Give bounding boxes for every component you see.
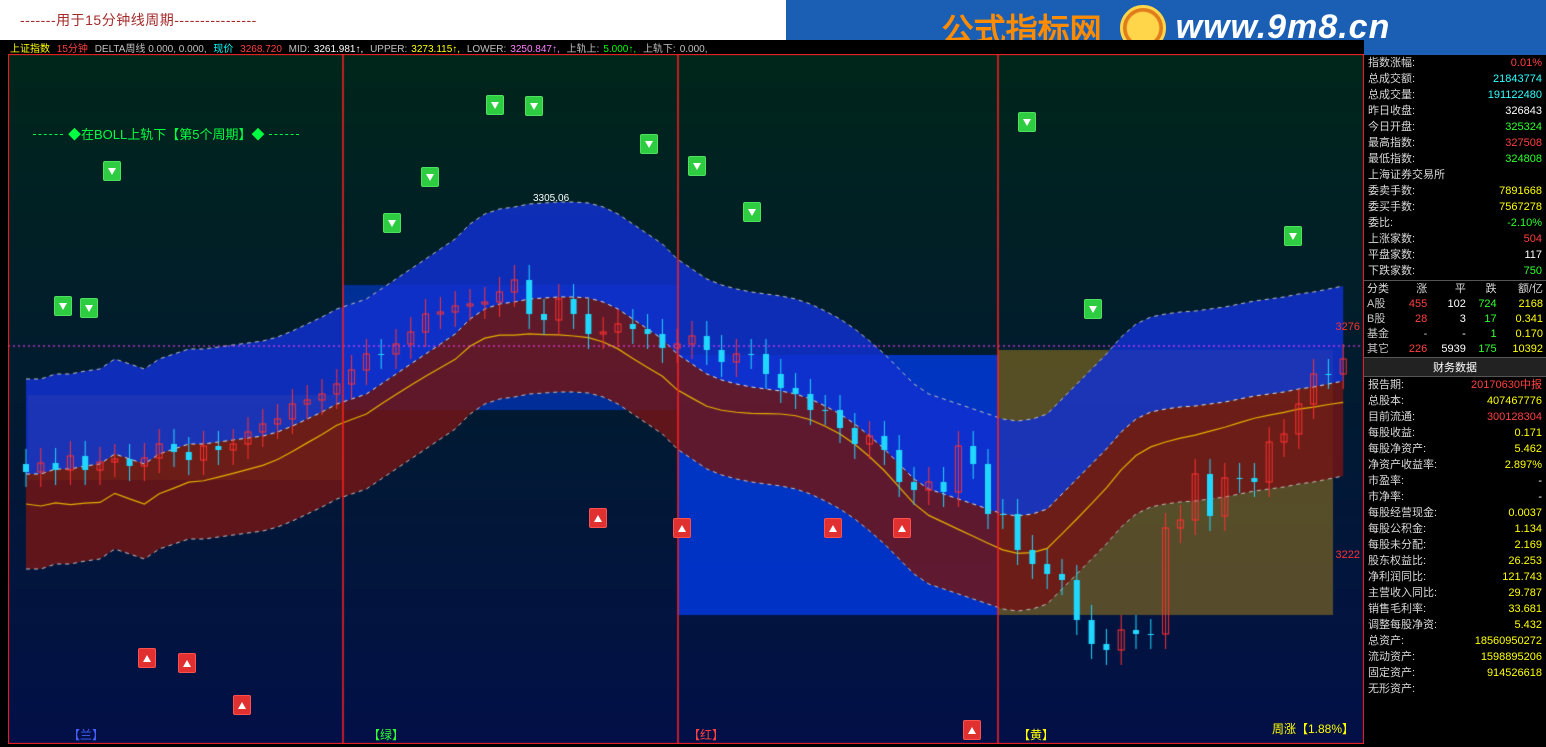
side-panel: 指数涨幅:0.01%总成交额:21843774总成交量:191122480昨日收… [1364, 55, 1546, 747]
stat-row: 无形资产: [1364, 681, 1546, 697]
marker-up-icon [673, 518, 691, 538]
y-axis-tick: 3276 [1336, 321, 1360, 333]
marker-down-icon [1084, 299, 1102, 319]
stat-row: 上涨家数:504 [1364, 231, 1546, 247]
stat-row: 指数涨幅:0.01% [1364, 55, 1546, 71]
stat-row: 每股未分配:2.169 [1364, 537, 1546, 553]
boll-status-label: ◆在BOLL上轨下【第5个周期】◆ [68, 124, 264, 143]
stat-row: 最高指数:327508 [1364, 135, 1546, 151]
chart-area[interactable]: 上证指数 15分钟 DELTA周线 0.000, 0.000, 现价 3268.… [8, 40, 1364, 745]
stat-row: 下跌家数:750 [1364, 263, 1546, 279]
peak-label: 3305.06 [533, 193, 569, 204]
stat-row: 每股收益:0.171 [1364, 425, 1546, 441]
category-table: 分类涨平跌额/亿 A股4551027242168B股283170.341基金--… [1364, 282, 1546, 357]
y-axis-tick: 3222 [1336, 549, 1360, 561]
stat-row: 总成交额:21843774 [1364, 71, 1546, 87]
marker-down-icon [486, 95, 504, 115]
section-label: 【兰】 [68, 726, 104, 743]
header-note: -------用于15分钟线周期---------------- [0, 10, 257, 30]
section-label: 【红】 [688, 726, 724, 743]
stat-row: 委比:-2.10% [1364, 215, 1546, 231]
marker-down-icon [421, 167, 439, 187]
stat-row: 固定资产:914526618 [1364, 665, 1546, 681]
stat-row: 净利润同比:121.743 [1364, 569, 1546, 585]
marker-down-icon [80, 298, 98, 318]
stat-row: 总成交量:191122480 [1364, 87, 1546, 103]
stat-row: 每股经营现金:0.0037 [1364, 505, 1546, 521]
marker-down-icon [383, 213, 401, 233]
stat-row: 目前流通:300128304 [1364, 409, 1546, 425]
stat-row: 主营收入同比:29.787 [1364, 585, 1546, 601]
marker-down-icon [743, 202, 761, 222]
footer-change: 周涨【1.88%】 [1272, 720, 1354, 737]
marker-up-icon [893, 518, 911, 538]
stat-row: 调整每股净资:5.432 [1364, 617, 1546, 633]
stat-row: 市盈率:- [1364, 473, 1546, 489]
marker-up-icon [589, 508, 607, 528]
stat-row: 每股净资产:5.462 [1364, 441, 1546, 457]
stat-row: 委买手数:7567278 [1364, 199, 1546, 215]
stat-row: 净资产收益率:2.897% [1364, 457, 1546, 473]
marker-down-icon [688, 156, 706, 176]
stat-row: 委卖手数:7891668 [1364, 183, 1546, 199]
category-row: 基金--10.170 [1364, 327, 1546, 342]
category-row: A股4551027242168 [1364, 297, 1546, 312]
marker-up-icon [233, 695, 251, 715]
marker-up-icon [963, 720, 981, 740]
marker-down-icon [54, 296, 72, 316]
stat-row: 平盘家数:117 [1364, 247, 1546, 263]
exchange-label: 上海证券交易所 [1364, 167, 1546, 183]
section-label: 【黄】 [1018, 726, 1054, 743]
chart-canvas[interactable] [8, 54, 1364, 744]
stat-row: 总资产:18560950272 [1364, 633, 1546, 649]
stat-row: 每股公积金:1.134 [1364, 521, 1546, 537]
category-row: B股283170.341 [1364, 312, 1546, 327]
stat-row: 流动资产:1598895206 [1364, 649, 1546, 665]
stat-row: 销售毛利率:33.681 [1364, 601, 1546, 617]
financial-header: 财务数据 [1364, 357, 1546, 377]
marker-down-icon [525, 96, 543, 116]
stat-row: 总股本:407467776 [1364, 393, 1546, 409]
marker-down-icon [1284, 226, 1302, 246]
marker-down-icon [640, 134, 658, 154]
stat-row: 股东权益比:26.253 [1364, 553, 1546, 569]
marker-up-icon [138, 648, 156, 668]
stat-row: 最低指数:324808 [1364, 151, 1546, 167]
marker-up-icon [178, 653, 196, 673]
stat-row: 今日开盘:325324 [1364, 119, 1546, 135]
stat-row: 市净率:- [1364, 489, 1546, 505]
stat-row: 报告期:20170630中报 [1364, 377, 1546, 393]
marker-down-icon [103, 161, 121, 181]
chart-info-line: 上证指数 15分钟 DELTA周线 0.000, 0.000, 现价 3268.… [8, 40, 1364, 54]
marker-up-icon [824, 518, 842, 538]
section-label: 【绿】 [368, 726, 404, 743]
stat-row: 昨日收盘:326843 [1364, 103, 1546, 119]
category-row: 其它226593917510392 [1364, 342, 1546, 357]
marker-down-icon [1018, 112, 1036, 132]
